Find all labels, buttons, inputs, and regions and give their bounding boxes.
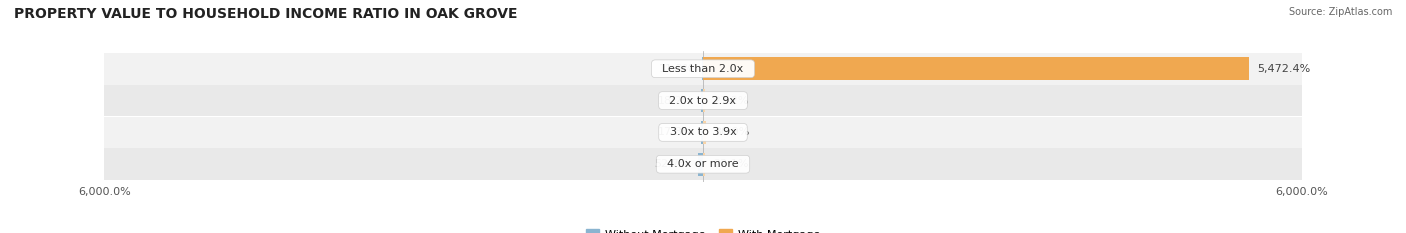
Text: Less than 2.0x: Less than 2.0x [655,64,751,74]
Bar [104,85,1302,116]
Bar [697,153,703,176]
Text: PROPERTY VALUE TO HOUSEHOLD INCOME RATIO IN OAK GROVE: PROPERTY VALUE TO HOUSEHOLD INCOME RATIO… [14,7,517,21]
Bar [703,121,706,144]
Bar [703,57,1249,80]
Text: 4.0x or more: 4.0x or more [661,159,745,169]
Text: 52.7%: 52.7% [654,159,690,169]
Text: 30.9%: 30.9% [714,127,749,137]
Legend: Without Mortgage, With Mortgage: Without Mortgage, With Mortgage [582,225,824,233]
Bar [104,148,1302,180]
Bar [703,89,706,112]
Text: 3.0x to 3.9x: 3.0x to 3.9x [662,127,744,137]
Text: Source: ZipAtlas.com: Source: ZipAtlas.com [1288,7,1392,17]
Bar [702,121,703,144]
Text: 23.2%: 23.2% [713,96,749,106]
Bar [104,116,1302,148]
Text: 2.0x to 2.9x: 2.0x to 2.9x [662,96,744,106]
Text: 18.2%: 18.2% [658,96,693,106]
Text: 17.8%: 17.8% [658,127,693,137]
Text: 5,472.4%: 5,472.4% [1257,64,1310,74]
Bar [702,89,703,112]
Text: 22.1%: 22.1% [713,159,748,169]
Text: 11.3%: 11.3% [658,64,695,74]
Bar [104,53,1302,85]
Bar [703,153,706,176]
